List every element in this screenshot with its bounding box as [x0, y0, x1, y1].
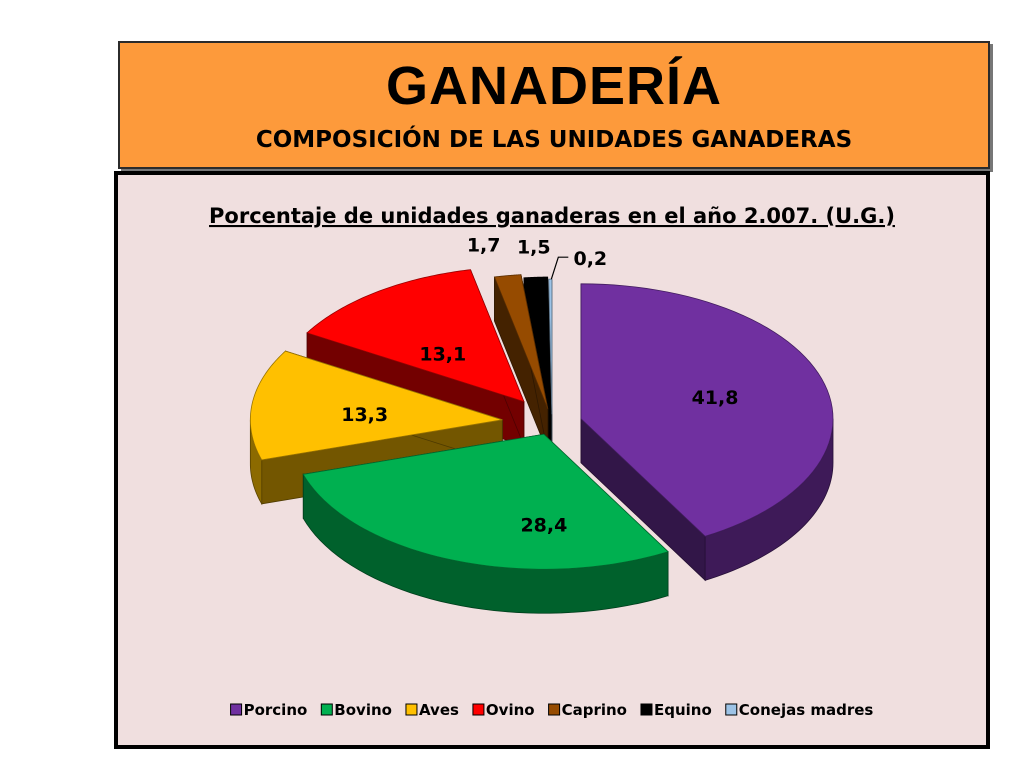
data-label-aves: 13,3 — [341, 404, 388, 426]
legend-label: Porcino — [244, 701, 308, 719]
legend-item-caprino: Caprino — [548, 701, 627, 719]
legend-label: Aves — [419, 701, 459, 719]
legend-label: Caprino — [562, 701, 627, 719]
pie-chart: Porcentaje de unidades ganaderas en el a… — [209, 204, 895, 719]
data-label-bovino: 28,4 — [520, 514, 567, 536]
data-label-porcino: 41,8 — [692, 387, 739, 409]
data-label-equino: 1,5 — [517, 236, 551, 258]
pie-slice-caprino — [493, 274, 549, 454]
legend-swatch — [230, 703, 243, 716]
legend-label: Ovino — [486, 701, 535, 719]
pie-slice-bovino — [302, 433, 669, 614]
legend-label: Equino — [654, 701, 712, 719]
data-labels: 41,8 28,4 13,3 13,1 1,7 1,5 0,2 — [341, 235, 738, 537]
legend-label: Conejas madres — [739, 701, 874, 719]
pie-slices — [249, 269, 834, 614]
legend: Porcino Bovino Aves Ovino Caprino Equino Conej… — [230, 701, 874, 719]
legend-swatch — [725, 703, 738, 716]
leader-line — [550, 256, 569, 280]
legend-item-conejas-madres: Conejas madres — [725, 701, 874, 719]
data-label-conejas-madres: 0,2 — [573, 248, 607, 270]
page-title: GANADERÍA — [385, 56, 722, 116]
chart-panel: Porcentaje de unidades ganaderas en el a… — [114, 171, 990, 749]
legend-item-equino: Equino — [640, 701, 712, 719]
legend-swatch — [472, 703, 485, 716]
data-label-caprino: 1,7 — [467, 235, 501, 257]
pie-slice-porcino — [580, 283, 834, 582]
chart-title: Porcentaje de unidades ganaderas en el a… — [209, 204, 895, 228]
title-banner: GANADERÍA COMPOSICIÓN DE LAS UNIDADES GA… — [118, 41, 990, 169]
legend-swatch — [320, 703, 333, 716]
legend-label: Bovino — [334, 701, 392, 719]
legend-swatch — [640, 703, 653, 716]
page-subtitle: COMPOSICIÓN DE LAS UNIDADES GANADERAS — [255, 127, 853, 153]
legend-item-aves: Aves — [405, 701, 459, 719]
legend-item-ovino: Ovino — [472, 701, 535, 719]
legend-swatch — [548, 703, 561, 716]
legend-item-porcino: Porcino — [230, 701, 308, 719]
legend-item-bovino: Bovino — [320, 701, 392, 719]
data-label-ovino: 13,1 — [419, 343, 466, 365]
legend-swatch — [405, 703, 418, 716]
